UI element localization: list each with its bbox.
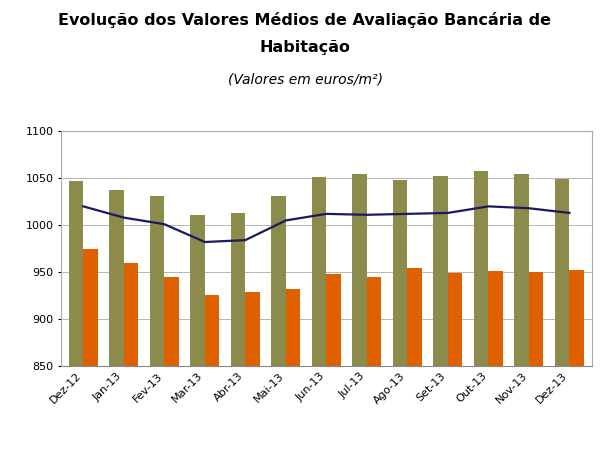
Bar <box>245 292 260 469</box>
Bar <box>367 277 381 469</box>
Bar <box>312 177 326 469</box>
Bar <box>326 274 341 469</box>
Bar <box>271 196 286 469</box>
Bar <box>190 215 205 469</box>
Bar <box>205 295 220 469</box>
Bar <box>286 289 300 469</box>
Bar <box>489 271 503 469</box>
Bar <box>124 263 138 469</box>
Bar <box>149 196 164 469</box>
Bar <box>407 268 422 469</box>
Bar <box>84 249 98 469</box>
Text: Evolução dos Valores Médios de Avaliação Bancária de: Evolução dos Valores Médios de Avaliação… <box>59 12 551 28</box>
Bar <box>433 176 448 469</box>
Text: (Valores em euros/m²): (Valores em euros/m²) <box>228 73 382 87</box>
Bar <box>69 181 84 469</box>
Bar <box>393 180 407 469</box>
Bar <box>569 270 584 469</box>
Bar <box>353 174 367 469</box>
Bar <box>164 277 179 469</box>
Bar <box>555 179 569 469</box>
Text: Habitação: Habitação <box>259 40 351 55</box>
Bar <box>231 213 245 469</box>
Bar <box>529 272 544 469</box>
Bar <box>474 171 489 469</box>
Bar <box>448 273 462 469</box>
Bar <box>514 174 529 469</box>
Bar <box>109 190 124 469</box>
